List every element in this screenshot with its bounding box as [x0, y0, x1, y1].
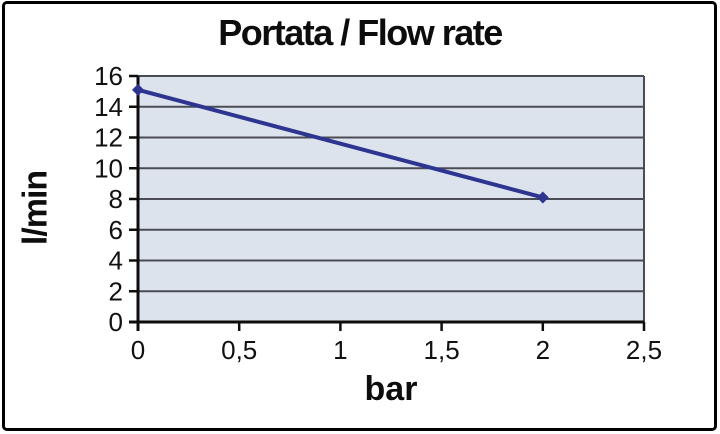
y-tick-label: 6: [109, 215, 123, 245]
chart-title: Portata / Flow rate: [218, 12, 503, 53]
y-tick-label: 2: [109, 276, 123, 306]
y-tick-label: 16: [94, 61, 123, 91]
y-tick-label: 10: [94, 153, 123, 183]
x-tick-label: 0,5: [221, 335, 257, 365]
y-tick-label: 4: [109, 246, 123, 276]
data-point-marker: [132, 83, 144, 96]
y-tick-label: 0: [109, 307, 123, 337]
data-point-marker: [536, 191, 549, 204]
series-line: [136, 87, 545, 200]
x-tick-label: 1: [333, 335, 347, 365]
x-tick-label: 0: [131, 335, 145, 365]
x-tick-label: 2: [536, 335, 550, 365]
x-tick-label: 1,5: [424, 335, 460, 365]
x-tick-label: 2,5: [626, 335, 662, 365]
y-tick-label: 8: [109, 184, 123, 214]
x-axis-label: bar: [364, 370, 418, 408]
y-tick-label: 14: [94, 92, 123, 122]
y-tick-label: 12: [94, 123, 123, 153]
